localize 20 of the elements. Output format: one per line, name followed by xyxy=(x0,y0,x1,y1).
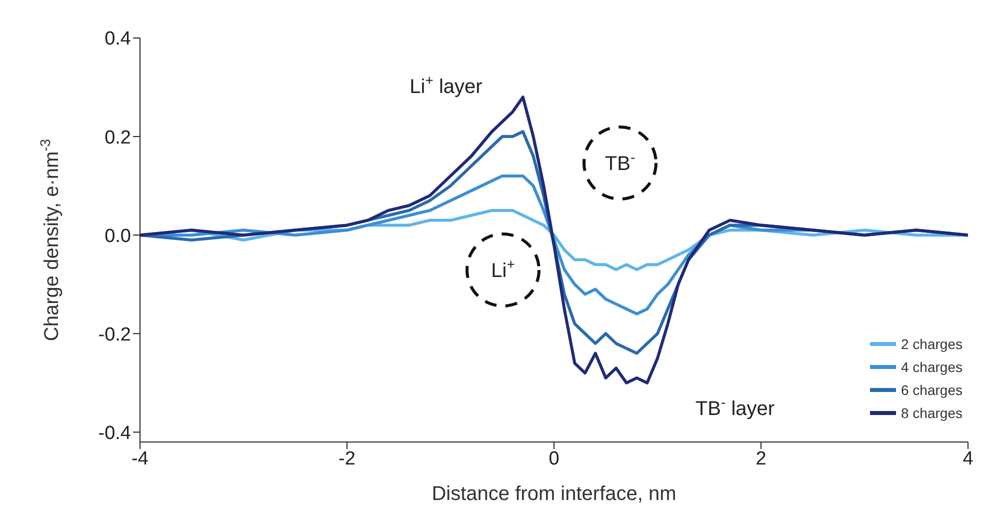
x-axis-title: Distance from interface, nm xyxy=(432,483,676,505)
x-tick-label: -4 xyxy=(132,448,149,470)
y-tick-label: 0.4 xyxy=(104,28,132,50)
legend-label: 4 charges xyxy=(901,359,962,375)
y-tick-label: -0.2 xyxy=(98,324,131,346)
legend-label: 6 charges xyxy=(901,382,962,398)
y-tick-label: -0.4 xyxy=(98,422,132,444)
annotation: TB$^{-}$ layer xyxy=(695,394,775,420)
annotation: Li$^{+}$ layer xyxy=(410,72,483,98)
y-tick-label: 0.0 xyxy=(104,226,131,247)
legend-label: 2 charges xyxy=(901,336,962,352)
x-tick-label: 0 xyxy=(548,448,560,470)
legend-label: 8 charges xyxy=(901,405,962,421)
x-tick-label: -2 xyxy=(338,448,356,470)
annotation: Li$^{+}$ xyxy=(491,256,515,282)
y-tick-label: 0.2 xyxy=(104,127,131,148)
x-tick-label: 4 xyxy=(962,448,974,470)
annotation: TB$^{-}$ xyxy=(604,149,636,175)
line-series xyxy=(140,96,968,384)
x-tick-label: 2 xyxy=(756,448,766,470)
